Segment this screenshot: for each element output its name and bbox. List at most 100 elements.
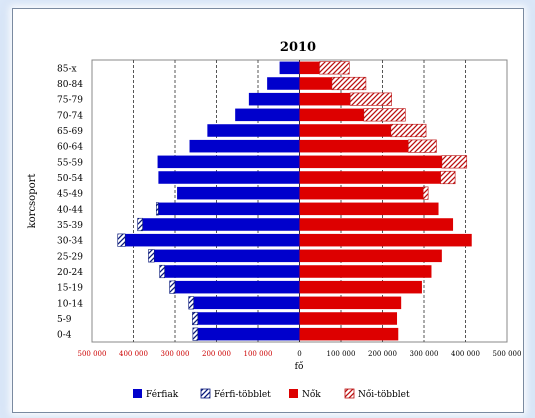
x-tick-labels: 500 000 400 000 300 000 200 000 100 000 0 100 … [78, 350, 522, 358]
bar-ferfiak-5-9 [197, 312, 300, 325]
bar-nok-20-24 [299, 265, 432, 278]
y-tick-label: 35-39 [57, 221, 83, 231]
legend-item: Nők [289, 389, 321, 400]
bar-ferfi-tobblet-40-44 [156, 202, 159, 216]
y-tick-label: 40-44 [57, 205, 83, 215]
bar-nok-0-4 [299, 327, 399, 341]
x-tick-label: 400 000 [119, 350, 148, 358]
bar-noi-tobblet-50-54 [440, 170, 456, 185]
y-tick-label: 80-84 [57, 80, 83, 90]
chart-frame: 2010 0-4 5-9 10-14 15-19 20-24 25-29 30-34 35-3… [12, 8, 524, 413]
y-tick-label: 50-54 [57, 174, 83, 184]
bar-noi-tobblet-85-x [319, 61, 350, 75]
y-tick-label: 85-x [57, 64, 77, 74]
bar-nok-80-84 [299, 77, 332, 90]
y-tick-label: 25-29 [57, 252, 83, 262]
bar-ferfi-tobblet-30-34 [117, 233, 126, 247]
bar-noi-tobblet-70-74 [363, 108, 406, 122]
bar-ferfi-tobblet-35-39 [137, 217, 143, 232]
bar-ferfi-tobblet-0-4 [192, 327, 199, 341]
bar-nok-10-14 [299, 296, 402, 310]
bar-nok-40-44 [299, 202, 439, 216]
x-tick-label: 500 000 [78, 350, 107, 358]
bar-nok-35-39 [299, 218, 454, 231]
bar-nok-30-34 [299, 233, 472, 247]
legend-swatch [200, 388, 211, 399]
y-tick-label: 0-4 [57, 331, 72, 341]
bar-ferfiak-15-19 [175, 280, 300, 294]
bar-ferfiak-75-79 [248, 92, 300, 106]
bar-nok-50-54 [299, 171, 441, 184]
legend-swatch [133, 389, 142, 398]
bar-ferfiak-50-54 [158, 171, 300, 184]
bar-ferfiak-65-69 [207, 124, 300, 137]
bar-nok-75-79 [299, 92, 351, 106]
bar-noi-tobblet-60-64 [407, 139, 437, 153]
legend: Férfiak Férfi-többlet Nők Női-többlet [133, 388, 410, 400]
y-tick-label: 75-79 [57, 96, 83, 106]
bars-group [117, 61, 472, 341]
bar-nok-60-64 [299, 139, 409, 153]
y-tick-label: 55-59 [57, 158, 83, 168]
x-axis-label: fő [295, 361, 304, 372]
bar-noi-tobblet-65-69 [390, 123, 427, 138]
legend-item: Férfiak [133, 389, 179, 400]
y-tick-label: 20-24 [57, 268, 83, 278]
x-tick-label: 500 000 [493, 350, 522, 358]
bar-ferfiak-60-64 [189, 139, 300, 153]
bar-nok-85-x [299, 61, 320, 75]
y-tick-label: 15-19 [57, 284, 83, 294]
bar-ferfi-tobblet-5-9 [192, 311, 199, 326]
population-pyramid-chart: 2010 0-4 5-9 10-14 15-19 20-24 25-29 30-34 35-3… [27, 40, 522, 400]
y-tick-label: 10-14 [57, 299, 83, 309]
bar-ferfiak-0-4 [197, 327, 300, 341]
legend-item: Női-többlet [344, 388, 410, 400]
bar-noi-tobblet-55-59 [441, 155, 468, 169]
bar-ferfiak-25-29 [154, 249, 300, 263]
bar-noi-tobblet-80-84 [331, 76, 367, 91]
bar-noi-tobblet-75-79 [349, 92, 392, 106]
bar-nok-5-9 [299, 312, 398, 325]
y-axis-label: korcsoport [27, 174, 38, 229]
bar-ferfiak-80-84 [267, 77, 300, 90]
y-tick-label: 5-9 [57, 315, 72, 325]
y-tick-label: 70-74 [57, 111, 83, 121]
bar-nok-45-49 [299, 186, 424, 200]
y-tick-label: 65-69 [57, 127, 83, 137]
bar-noi-tobblet-45-49 [422, 186, 429, 200]
bar-ferfiak-55-59 [157, 155, 300, 169]
x-tick-label: 300 000 [410, 350, 439, 358]
x-tick-label: 400 000 [451, 350, 480, 358]
gridlines [133, 60, 466, 342]
bar-ferfiak-10-14 [193, 296, 300, 310]
bar-ferfiak-45-49 [177, 186, 300, 200]
bar-nok-70-74 [299, 108, 364, 122]
legend-label: Férfi-többlet [214, 389, 271, 400]
bar-ferfiak-20-24 [164, 265, 300, 278]
bar-ferfi-tobblet-20-24 [159, 264, 165, 279]
legend-swatch [289, 389, 298, 398]
y-tick-label: 30-34 [57, 237, 83, 247]
x-tick-label: 0 [297, 350, 301, 358]
legend-swatch [344, 388, 355, 399]
bar-nok-15-19 [299, 280, 422, 294]
bar-ferfiak-30-34 [125, 233, 300, 247]
bar-nok-65-69 [299, 124, 391, 137]
x-tick-label: 200 000 [202, 350, 231, 358]
bar-ferfiak-40-44 [158, 202, 300, 216]
y-tick-label: 60-64 [57, 143, 83, 153]
y-tick-labels: 0-4 5-9 10-14 15-19 20-24 25-29 30-34 35-39 40-4… [57, 64, 83, 340]
bar-nok-25-29 [299, 249, 442, 263]
y-tick-label: 45-49 [57, 190, 83, 200]
bar-ferfi-tobblet-25-29 [148, 249, 155, 263]
bar-ferfiak-35-39 [142, 218, 300, 231]
legend-label: Nők [302, 389, 321, 400]
bar-ferfi-tobblet-15-19 [169, 280, 176, 294]
bar-nok-55-59 [299, 155, 442, 169]
x-tick-label: 100 000 [327, 350, 356, 358]
bar-ferfiak-70-74 [235, 108, 300, 122]
bar-ferfi-tobblet-10-14 [188, 296, 194, 310]
legend-item: Férfi-többlet [200, 388, 271, 400]
chart-title: 2010 [280, 40, 316, 55]
x-tick-label: 200 000 [368, 350, 397, 358]
